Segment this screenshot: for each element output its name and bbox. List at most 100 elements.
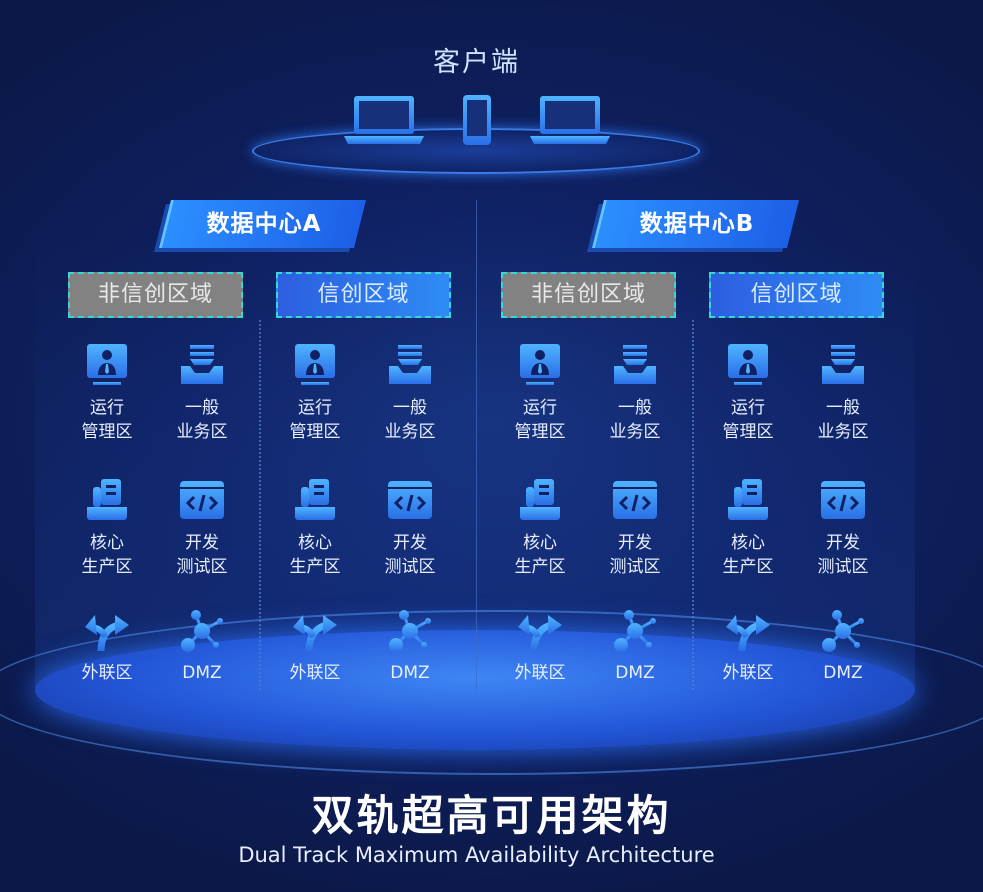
document-tray-icon bbox=[520, 479, 560, 520]
zone-item-label: 测试区 bbox=[176, 557, 228, 577]
fork-arrows-icon bbox=[726, 615, 770, 652]
zone-item-label: 运行 bbox=[731, 398, 765, 418]
inbox-tray-icon bbox=[181, 345, 223, 384]
document-tray-icon bbox=[295, 479, 335, 520]
inbox-tray-icon bbox=[389, 345, 431, 384]
zone-item: 运行 管理区 bbox=[495, 342, 585, 444]
zone-item: 核心 生产区 bbox=[703, 477, 793, 579]
zone-item-label: 外联区 bbox=[722, 663, 774, 683]
zone-item: 一般 业务区 bbox=[590, 342, 680, 444]
zone-item-label: 测试区 bbox=[384, 557, 436, 577]
zone-item: 核心 生产区 bbox=[270, 477, 360, 579]
code-window-icon bbox=[821, 481, 865, 519]
zone-item: 一般 业务区 bbox=[798, 342, 888, 444]
document-tray-icon bbox=[728, 479, 768, 520]
zone-item: 一般 业务区 bbox=[365, 342, 455, 444]
inbox-tray-icon bbox=[614, 345, 656, 384]
zone-divider bbox=[692, 320, 694, 690]
zone-item-label: 测试区 bbox=[817, 557, 869, 577]
zone-item: DMZ bbox=[798, 607, 888, 685]
code-window-icon bbox=[388, 481, 432, 519]
phone-icon bbox=[463, 95, 491, 145]
document-tray-icon bbox=[87, 479, 127, 520]
zone-item-label: DMZ bbox=[823, 663, 863, 683]
zone-item: 运行 管理区 bbox=[270, 342, 360, 444]
zone-item-label: 一般 bbox=[393, 398, 427, 418]
zone-item-label: 一般 bbox=[185, 398, 219, 418]
zone-item-label: 外联区 bbox=[81, 663, 133, 683]
zone-item-label: 业务区 bbox=[176, 422, 228, 442]
zone-item-label: 开发 bbox=[826, 533, 860, 553]
zone-item: 核心 生产区 bbox=[495, 477, 585, 579]
monitor-user-icon bbox=[520, 344, 560, 385]
zone-item-label: 生产区 bbox=[514, 557, 566, 577]
monitor-user-icon bbox=[87, 344, 127, 385]
zone-item-label: 生产区 bbox=[722, 557, 774, 577]
zone-item-label: 业务区 bbox=[817, 422, 869, 442]
zone-item: DMZ bbox=[590, 607, 680, 685]
main-title: 双轨超高可用架构 bbox=[311, 791, 672, 840]
data-center-title: 数据中心A bbox=[206, 211, 322, 237]
zone-header: 信创区域 bbox=[276, 272, 451, 318]
network-nodes-icon bbox=[181, 610, 223, 652]
zone-item-label: 测试区 bbox=[609, 557, 661, 577]
zone-item-label: DMZ bbox=[390, 663, 430, 683]
zone-item: 外联区 bbox=[495, 607, 585, 685]
zone-item: 开发 测试区 bbox=[157, 477, 247, 579]
network-nodes-icon bbox=[822, 610, 864, 652]
zone-item: 运行 管理区 bbox=[62, 342, 152, 444]
zone-item-label: 管理区 bbox=[722, 422, 774, 442]
monitor-user-icon bbox=[728, 344, 768, 385]
subtitle: Dual Track Maximum Availability Architec… bbox=[238, 843, 715, 867]
code-window-icon bbox=[613, 481, 657, 519]
monitor-user-icon bbox=[295, 344, 335, 385]
laptop-icon bbox=[530, 96, 610, 144]
zone-header: 非信创区域 bbox=[501, 272, 676, 318]
zone-item: 外联区 bbox=[62, 607, 152, 685]
zone-item: 开发 测试区 bbox=[590, 477, 680, 579]
laptop-icon bbox=[344, 96, 424, 144]
zone-header: 非信创区域 bbox=[68, 272, 243, 318]
zone-item: 外联区 bbox=[703, 607, 793, 685]
zone-item-label: 管理区 bbox=[81, 422, 133, 442]
data-center-banner: 数据中心A bbox=[159, 200, 366, 248]
zone-item-label: 外联区 bbox=[514, 663, 566, 683]
zone-item-label: 业务区 bbox=[609, 422, 661, 442]
zone-item-label: 运行 bbox=[523, 398, 557, 418]
zone-item-label: 开发 bbox=[618, 533, 652, 553]
zone-item-label: 运行 bbox=[298, 398, 332, 418]
fork-arrows-icon bbox=[85, 615, 129, 652]
zone-item: 核心 生产区 bbox=[62, 477, 152, 579]
zone-item-label: DMZ bbox=[615, 663, 655, 683]
client-title: 客户端 bbox=[433, 47, 520, 78]
zone-item-label: 管理区 bbox=[514, 422, 566, 442]
zone-item-label: 开发 bbox=[185, 533, 219, 553]
platform-base bbox=[35, 630, 915, 750]
zone-item: 运行 管理区 bbox=[703, 342, 793, 444]
platform-ring bbox=[0, 610, 983, 775]
zone-item-label: 核心 bbox=[523, 533, 557, 553]
zone-item-label: 生产区 bbox=[289, 557, 341, 577]
zone-item-label: 一般 bbox=[618, 398, 652, 418]
zone-item: 开发 测试区 bbox=[365, 477, 455, 579]
zone-item-label: 运行 bbox=[90, 398, 124, 418]
zone-divider bbox=[259, 320, 261, 690]
zone-item-label: 开发 bbox=[393, 533, 427, 553]
zone-item-label: 核心 bbox=[298, 533, 332, 553]
data-center-banner: 数据中心B bbox=[592, 200, 799, 248]
zone-item-label: DMZ bbox=[182, 663, 222, 683]
zone-item-label: 管理区 bbox=[289, 422, 341, 442]
network-nodes-icon bbox=[614, 610, 656, 652]
zone-item: 一般 业务区 bbox=[157, 342, 247, 444]
zone-item: 外联区 bbox=[270, 607, 360, 685]
fork-arrows-icon bbox=[293, 615, 337, 652]
code-window-icon bbox=[180, 481, 224, 519]
data-center-divider bbox=[476, 200, 477, 690]
fork-arrows-icon bbox=[518, 615, 562, 652]
zone-item-label: 核心 bbox=[90, 533, 124, 553]
zone-item-label: 核心 bbox=[731, 533, 765, 553]
network-nodes-icon bbox=[389, 610, 431, 652]
zone-item-label: 生产区 bbox=[81, 557, 133, 577]
zone-item-label: 一般 bbox=[826, 398, 860, 418]
zone-item: 开发 测试区 bbox=[798, 477, 888, 579]
